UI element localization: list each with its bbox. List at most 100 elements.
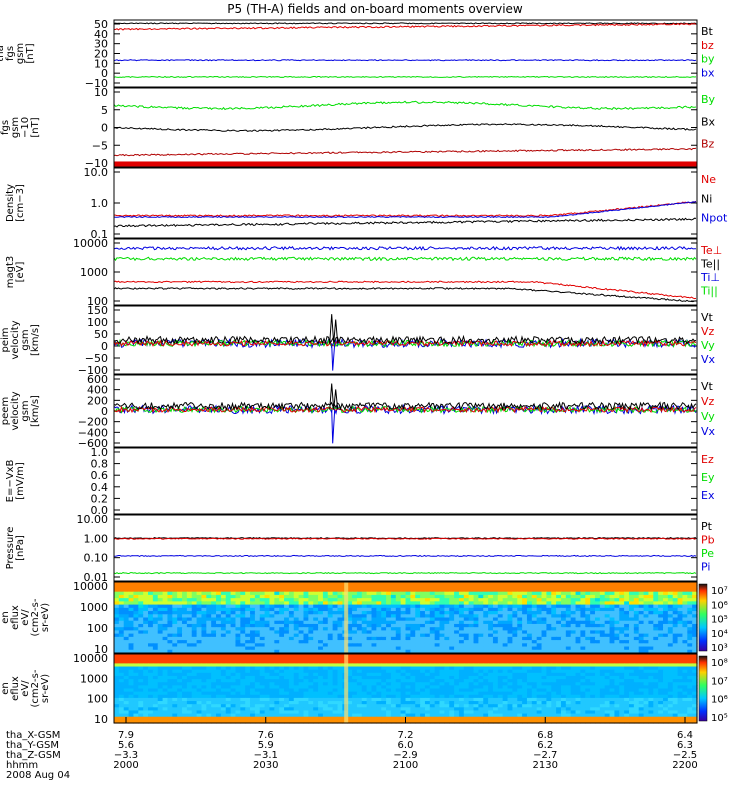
panel-frame <box>113 238 698 306</box>
trace-Pe <box>113 572 697 575</box>
xaxis-value: 6.4 <box>677 730 693 741</box>
ytick-label: −400 <box>78 426 108 439</box>
ytick-label: 5 <box>101 104 108 117</box>
ytick-label: 1.00 <box>84 532 109 545</box>
trace-By <box>113 100 697 111</box>
ylabel-line: gsm <box>10 117 21 138</box>
spike-Vt <box>329 314 339 344</box>
ylabel-line: E=−VxB <box>5 460 16 503</box>
ytick-label: 10 <box>94 57 108 70</box>
colorbar-label: 10⁶ <box>711 600 728 611</box>
ylabel-line: fgs <box>0 120 11 135</box>
ylabel-efield: E=−VxB [mV/m] <box>5 460 26 503</box>
xaxis-value: 2000 <box>113 760 138 771</box>
legend-Bz: Bz <box>701 138 715 151</box>
trace-Ti-par <box>113 256 697 262</box>
panel-frame <box>113 374 698 448</box>
legend-Vt: Vt <box>701 311 714 324</box>
xaxis-row-label: tha_Y-GSM <box>6 740 59 751</box>
legend-Pb: Pb <box>701 534 715 547</box>
ytick-label: 1000 <box>80 672 108 685</box>
xaxis-value: 5.9 <box>258 740 274 751</box>
ylabel-line: peem <box>0 397 11 425</box>
ylabel-line: eV/ <box>20 609 31 626</box>
xaxis-value: −2.9 <box>393 750 417 761</box>
ytick-label: −50 <box>85 352 108 365</box>
colorbar-label: 10³ <box>711 643 728 654</box>
xaxis-value: 2130 <box>533 760 558 771</box>
colorbar-label: 10⁷ <box>711 676 728 687</box>
xaxis-value: 7.6 <box>258 730 274 741</box>
ytick-label: 10 <box>94 713 108 726</box>
ytick-label: 10.00 <box>77 513 109 526</box>
ylabel-line: velocity <box>10 391 21 430</box>
legend-Vx: Vx <box>701 353 716 366</box>
panel-frame <box>113 167 698 239</box>
ytick-label: 0 <box>101 67 108 80</box>
ytick-label: −5 <box>92 139 108 152</box>
colorbar <box>698 655 708 722</box>
bz-band <box>114 161 697 167</box>
legend-Vy: Vy <box>701 339 715 352</box>
ylabel-line: [km/s] <box>30 395 41 427</box>
panel-temp: 10000 1000 100 magt3 [eV] Te⊥Te||Ti⊥Ti|| <box>5 237 722 308</box>
ylabel-line: gsm <box>20 329 31 350</box>
ytick-label: 1000 <box>80 266 108 279</box>
trace-bx <box>113 75 697 78</box>
trace-Ni <box>113 217 697 228</box>
trace-Ne <box>113 200 697 217</box>
xaxis-value: 2200 <box>672 760 697 771</box>
trace-Te-perp <box>113 280 697 300</box>
ytick-label: 400 <box>87 384 108 397</box>
legend-Vt: Vt <box>701 380 714 393</box>
ylabel-line: gsm <box>15 43 26 64</box>
ytick-label: 0.6 <box>91 469 109 482</box>
xaxis-value: 7.9 <box>118 730 134 741</box>
ylabel-temp: magt3 [eV] <box>5 256 26 289</box>
legend-Ne: Ne <box>701 173 716 186</box>
legend-Te⊥: Te⊥ <box>700 244 722 257</box>
ytick-label: 150 <box>87 304 108 317</box>
xaxis-row-label: hhmm <box>6 760 38 771</box>
ylabel-line: sr-eV) <box>40 603 51 632</box>
ylabel-line: [nT] <box>25 43 36 63</box>
ytick-label: 200 <box>87 394 108 407</box>
xaxis-value: 6.0 <box>398 740 414 751</box>
ylabel-line: peir <box>0 607 1 627</box>
spectrogram-peer_spec <box>114 654 698 724</box>
ylabel-line: (cm2-s- <box>30 669 41 707</box>
trace-Bt <box>113 22 697 25</box>
ylabel-line: en <box>0 611 11 624</box>
ytick-label: 100 <box>87 295 108 308</box>
trace-Te-par <box>113 287 697 303</box>
legend-Ey: Ey <box>701 471 715 484</box>
ytick-label: −10 <box>85 77 108 90</box>
ylabel-density: Density [cm−3] <box>5 184 26 222</box>
xaxis-value: −2.5 <box>673 750 697 761</box>
colorbar-label: 10⁷ <box>711 586 728 597</box>
panel-frame <box>113 581 698 654</box>
ytick-label: 0 <box>101 405 108 418</box>
ytick-label: 10000 <box>73 580 108 593</box>
ylabel-line: peim <box>0 327 11 352</box>
ylabel-line: eflux <box>10 605 21 630</box>
trace-Ti-perp <box>113 245 697 251</box>
xaxis-value: 7.2 <box>398 730 414 741</box>
legend-Ni: Ni <box>701 192 712 205</box>
legend-Ez: Ez <box>701 453 714 466</box>
trace-bz <box>113 22 697 31</box>
spike-Vx <box>331 343 336 371</box>
ytick-label: 10000 <box>73 652 108 665</box>
legend-by: by <box>701 53 715 66</box>
ylabel-line: [cm−3] <box>15 184 26 222</box>
xaxis-value: −3.3 <box>114 750 138 761</box>
xaxis-row-label: 2008 Aug 04 <box>6 770 70 781</box>
ylabel-pressure: Pressure [nPa] <box>5 527 26 570</box>
ytick-label: 0.2 <box>91 492 109 505</box>
ylabel-line: [nPa] <box>15 535 26 561</box>
ylabel-peir_spec: thapeirenefluxeV/(cm2-s-sr-eV) <box>0 598 51 636</box>
